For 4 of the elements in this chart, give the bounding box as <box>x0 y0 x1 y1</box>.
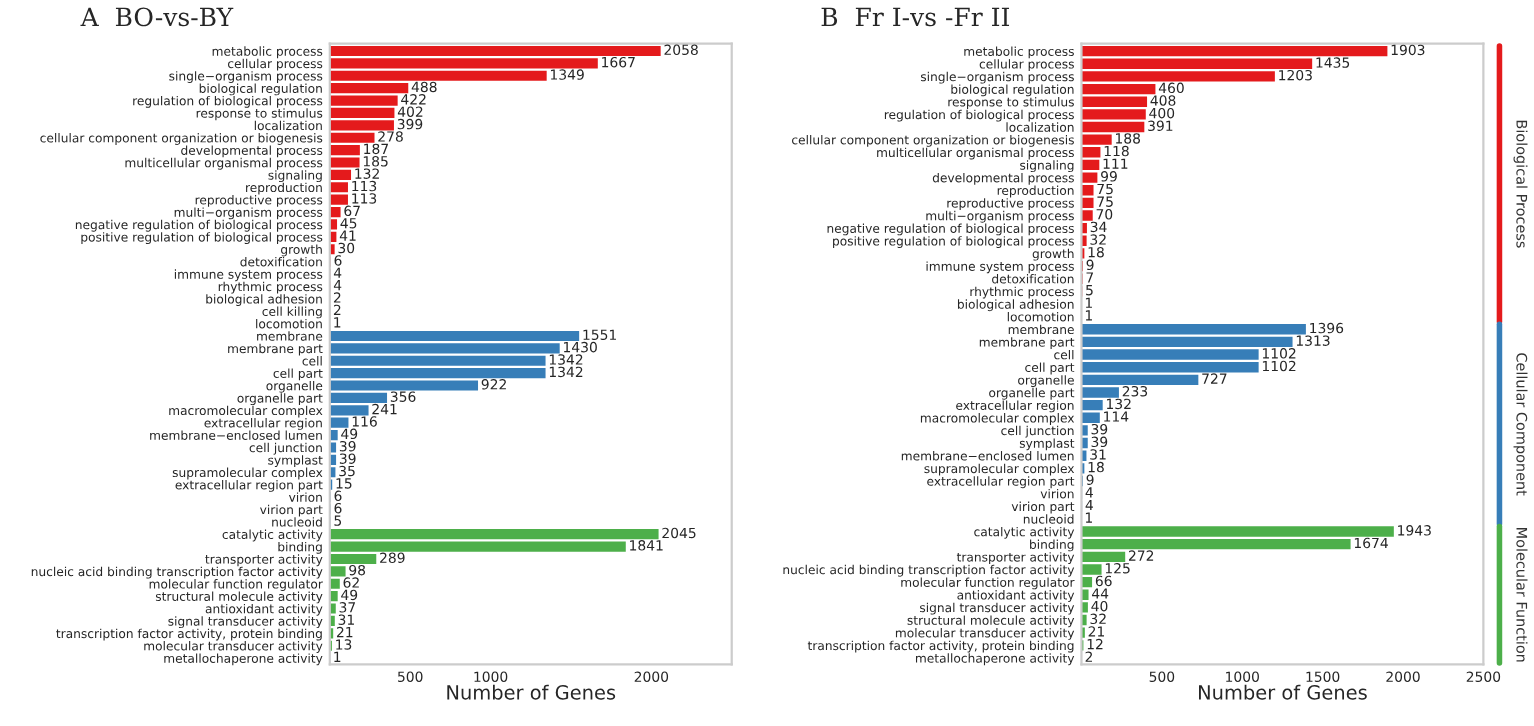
x-axis-title: Number of Genes <box>1199 684 1367 700</box>
x-axis-title: Number of Genes <box>447 684 616 700</box>
chart-title: A BO-vs-BY <box>80 7 234 27</box>
chart-title: B Fr I-vs -Fr II <box>821 7 1010 27</box>
